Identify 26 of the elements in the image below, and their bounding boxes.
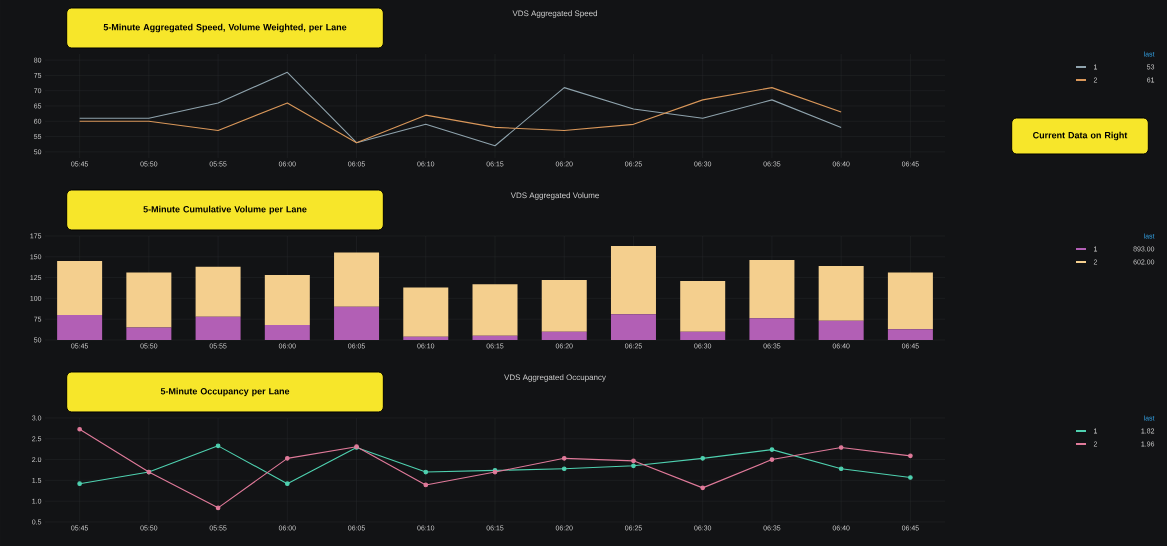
point [838, 445, 844, 450]
point [561, 466, 567, 472]
point [838, 466, 844, 472]
point [215, 443, 221, 449]
point [631, 463, 636, 469]
point [908, 453, 913, 459]
point [769, 447, 775, 452]
text: 5-Minute Cumulative Volume per Lane [143, 205, 307, 215]
point [769, 457, 775, 462]
point [700, 485, 706, 491]
point [631, 458, 636, 464]
point [284, 455, 290, 461]
point [423, 469, 429, 475]
point [77, 481, 82, 487]
point [700, 455, 706, 461]
line-series [79, 87, 842, 144]
point [908, 475, 913, 480]
point [284, 481, 290, 487]
line-series [79, 71, 842, 147]
point [77, 426, 82, 432]
point [215, 505, 221, 511]
text: 5-Minute Occupancy per Lane [160, 387, 290, 397]
point [561, 455, 567, 461]
text: 5-Minute Aggregated Speed, Volume Weighted, per Lane [103, 23, 347, 33]
text: Current Data on Right [1033, 131, 1128, 141]
point [423, 482, 429, 488]
